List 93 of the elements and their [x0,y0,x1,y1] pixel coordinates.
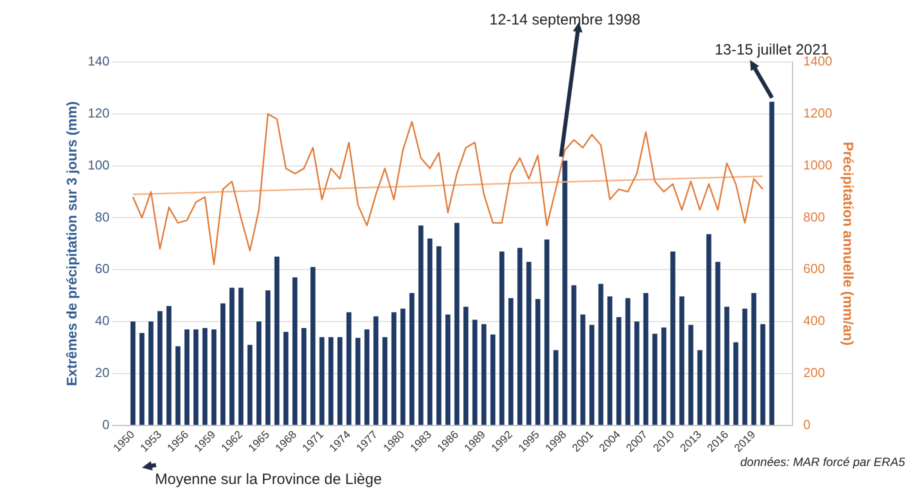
y-tick-label: 20 [95,365,110,380]
bar [238,288,244,425]
bar [220,303,226,425]
bar [157,311,162,425]
bar [436,246,442,425]
bar [715,262,720,425]
bar [589,324,594,425]
text: données: MAR forcé par ERA5 [740,455,906,469]
bar [211,329,216,425]
bar [364,329,370,425]
bar [769,102,774,425]
bar [130,322,136,425]
y-tick-label: 40 [95,313,110,328]
y2-tick-label: 1400 [803,54,832,69]
bar [175,346,180,425]
bar [427,238,432,425]
bar [742,308,748,425]
y2-tick-label: 1000 [803,157,832,172]
bar [598,284,604,425]
bar [544,240,550,425]
bar [751,292,756,425]
bar [355,338,360,425]
bar [535,298,540,425]
y-tick-label: 120 [88,105,110,120]
bar [562,160,568,425]
bar [256,322,262,425]
y2-tick-label: 800 [803,209,825,224]
bar [400,308,406,425]
bar [481,324,486,425]
bar [625,298,630,425]
bar [607,296,612,425]
bar [382,337,388,425]
bar [337,337,342,425]
y-tick-label: 60 [95,261,110,276]
bar [454,222,460,425]
bar [499,251,504,425]
bar [580,314,586,425]
bar [508,298,514,425]
y-tick-label: 0 [102,416,110,432]
y-tick-label: 80 [95,209,110,224]
y-tick-label: 100 [88,157,110,172]
y2-axis-title: Précipitation annuelle (mm/an) [840,142,857,346]
bar [760,324,766,425]
bar [526,262,532,425]
y2-tick-label: 0 [803,416,811,432]
bar [472,320,478,425]
bar [724,306,730,425]
y2-tick-label: 200 [803,365,825,380]
bar [301,328,306,425]
bar [661,328,666,425]
bar [319,337,324,425]
bar [679,296,684,425]
bar [409,292,414,425]
y2-tick-label: 1200 [803,105,832,120]
bar [643,292,648,425]
bar [139,332,144,425]
text: Moyenne sur la Province de Liège [155,471,382,488]
bar [391,312,396,425]
annotation: 12-14 septembre 1998 [489,12,640,29]
bar [292,277,298,425]
bar [652,334,658,425]
bar [733,342,738,425]
bar [571,285,576,425]
bar [616,317,622,425]
bar [697,350,702,425]
bar [418,226,424,425]
bar [193,329,198,425]
bar [553,350,558,425]
bar [670,251,676,425]
bar [202,328,208,425]
y2-tick-label: 600 [803,261,825,276]
y-axis-title: Extrêmes de précipitation sur 3 jours (mm) [63,101,80,386]
bar [184,329,190,425]
bar [634,322,640,425]
bar [328,337,334,425]
bar [274,256,280,425]
bar [463,306,468,425]
bar [283,332,288,425]
bar [706,234,712,425]
bar [688,324,694,425]
bar [247,344,252,425]
bar [229,288,234,425]
bar [373,316,378,425]
bar [517,248,522,425]
bar [445,314,450,425]
bar [265,290,270,425]
bar [490,334,496,425]
bar [310,267,316,425]
y2-tick-label: 400 [803,313,825,328]
bar [346,312,352,425]
bar [148,322,154,425]
bar [166,306,172,425]
y-tick-label: 140 [88,54,110,69]
